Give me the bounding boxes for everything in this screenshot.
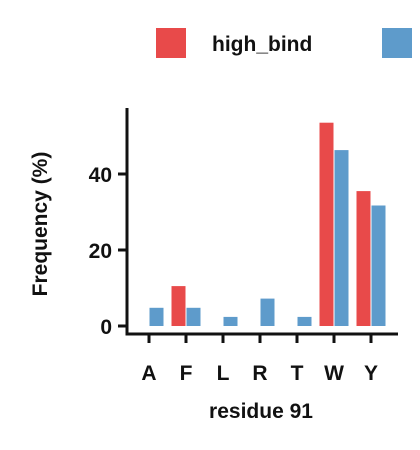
- bar-W-series-1: [319, 122, 334, 326]
- y-ticks: 0 20 40: [89, 164, 127, 339]
- x-tick-label-A: A: [141, 362, 156, 385]
- x-tick-label-Y: Y: [364, 362, 378, 385]
- bar-T-series-2: [297, 316, 312, 326]
- legend-label-high-bind: high_bind: [212, 33, 312, 56]
- x-axis-title: residue 91: [209, 400, 313, 423]
- bar-W-series-2: [334, 150, 349, 326]
- bar-L-series-2: [223, 316, 238, 326]
- x-tick-label-T: T: [291, 362, 304, 385]
- bar-F-series-1: [171, 286, 186, 326]
- legend: high_bind: [156, 28, 412, 58]
- x-tick-label-R: R: [252, 362, 267, 385]
- bar-Y-series-1: [356, 191, 371, 326]
- y-tick-label: 0: [100, 316, 112, 339]
- y-tick-label: 40: [89, 164, 112, 187]
- y-axis-title: Frequency (%): [29, 152, 52, 297]
- legend-swatch-high-bind: [156, 28, 186, 58]
- bar-A-series-2: [149, 307, 164, 326]
- bar-F-series-2: [186, 307, 201, 326]
- bar-R-series-2: [260, 298, 275, 326]
- bar-Y-series-2: [371, 205, 386, 326]
- y-tick-label: 20: [89, 240, 112, 263]
- bars-group: [149, 122, 386, 326]
- x-tick-label-F: F: [180, 362, 193, 385]
- legend-swatch-series-2: [382, 28, 412, 58]
- x-tick-label-L: L: [217, 362, 230, 385]
- x-tick-label-W: W: [324, 362, 344, 385]
